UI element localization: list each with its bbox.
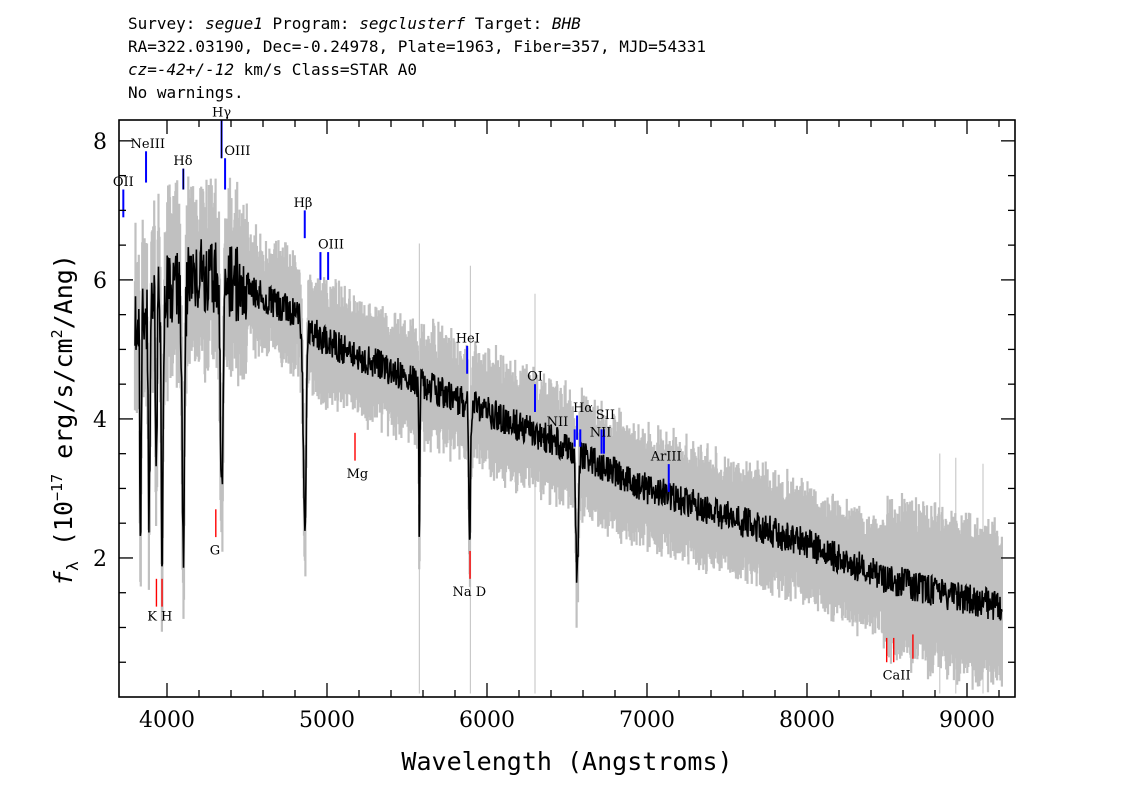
header-line-redshift: cz=-42+/-12 km/s Class=STAR A0 — [128, 58, 706, 81]
target-label: Target: — [465, 14, 552, 33]
x-tick-label: 4000 — [139, 708, 195, 733]
survey-value: segue1 — [205, 14, 263, 33]
y-axis-title-f: f — [49, 570, 78, 586]
line-label-sii: SII — [596, 408, 615, 423]
y-axis-title-close: /Ang) — [49, 254, 78, 329]
x-tick-label: 6000 — [459, 708, 515, 733]
line-label-mg: Mg — [347, 467, 369, 482]
line-label-nii_a: NII — [547, 415, 569, 430]
x-tick-label: 7000 — [619, 708, 675, 733]
y-axis-title-sq: 2 — [48, 329, 66, 338]
program-value: segclusterf — [359, 14, 466, 33]
y-axis-title-unit: erg/s/cm — [49, 338, 78, 473]
line-label-kh: K H — [147, 610, 172, 625]
axis-ticks: 4000 5000 6000 7000 8000 9000 2 4 6 8 — [93, 120, 1015, 733]
y-axis-title-exp: −17 — [48, 474, 66, 501]
flux-line — [134, 239, 1003, 621]
header-line-warnings: No warnings. — [128, 83, 244, 102]
class-text: km/s Class=STAR A0 — [233, 60, 417, 79]
x-tick-label: 8000 — [779, 708, 835, 733]
line-label-g: G — [210, 543, 220, 558]
header-line-coords: RA=322.03190, Dec=-0.24978, Plate=1963, … — [128, 37, 706, 56]
plot-border — [118, 119, 1016, 698]
line-label-hg: Hγ — [212, 106, 231, 121]
y-tick-label: 4 — [93, 408, 107, 433]
y-axis-title-sub: λ — [63, 561, 82, 571]
line-label-oiii_a: OIII — [224, 144, 250, 159]
x-axis-title: Wavelength (Angstroms) — [401, 747, 732, 776]
line-label-hei: HeI — [456, 331, 480, 346]
line-markers: OII NeIII Hδ Hγ OIII Hβ OIII HeI OI NII Hα SII NII Ar… — [113, 106, 914, 684]
line-label-hd: Hδ — [173, 154, 192, 169]
plot-frame — [118, 119, 1016, 698]
y-axis-title: fλ (10−17 erg/s/cm2/Ang) — [48, 254, 82, 586]
flux-series — [134, 239, 1003, 621]
line-label-oiii_b: OIII — [318, 238, 344, 253]
line-label-nii_b: NII — [590, 425, 612, 440]
x-tick-label: 9000 — [939, 708, 995, 733]
y-tick-label: 8 — [93, 130, 107, 155]
line-label-oii: OII — [113, 175, 134, 190]
line-label-hb: Hβ — [294, 196, 313, 211]
line-label-ariii: ArIII — [650, 450, 682, 465]
line-label-nad: Na D — [453, 585, 487, 600]
cz-value: cz=-42+/-12 — [128, 60, 234, 79]
line-label-caii: CaII — [883, 669, 911, 684]
x-tick-label: 5000 — [299, 708, 355, 733]
program-label: Program: — [262, 14, 360, 33]
line-label-ha: Hα — [573, 401, 593, 416]
survey-label: Survey: — [128, 14, 206, 33]
line-label-neiii: NeIII — [131, 137, 165, 152]
line-label-oi: OI — [527, 370, 543, 385]
header-line-survey: Survey: segue1 Program: segclusterf Targ… — [128, 12, 706, 35]
y-axis-title-open: (10 — [49, 501, 78, 561]
y-tick-label: 6 — [93, 269, 107, 294]
y-tick-label: 2 — [93, 547, 107, 572]
error-series — [133, 176, 1003, 694]
plot-header: Survey: segue1 Program: segclusterf Targ… — [128, 12, 706, 104]
target-value: BHB — [551, 14, 581, 33]
error-band — [133, 176, 1003, 693]
